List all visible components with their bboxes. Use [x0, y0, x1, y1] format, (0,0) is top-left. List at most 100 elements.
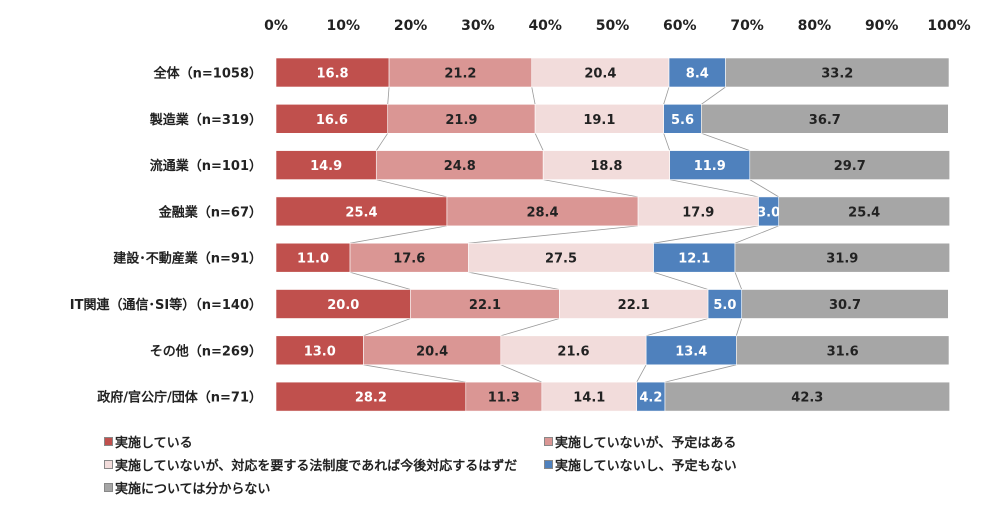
bar-value-label: 27.5	[545, 252, 577, 267]
category-label: 建設･不動産業（n=91）	[113, 251, 262, 267]
bar-value-label: 5.0	[713, 298, 736, 313]
series-connector-line	[636, 364, 647, 383]
series-connector-line	[669, 179, 759, 198]
bar-value-label: 25.4	[848, 205, 880, 220]
bar-segment	[531, 57, 670, 88]
bar-value-label: 12.1	[678, 252, 710, 267]
bar-value-label: 14.9	[310, 159, 342, 174]
series-connector-line	[663, 86, 670, 105]
bar-segment	[637, 196, 759, 227]
category-label: 金融業（n=67）	[158, 204, 262, 220]
bar-segment	[741, 289, 949, 319]
bar-segment	[778, 196, 950, 227]
series-connector-line	[349, 271, 411, 290]
category-label: 政府/官公庁/団体（n=71）	[97, 390, 262, 406]
bar-segment	[701, 104, 949, 134]
bar-segment	[534, 104, 664, 134]
bar-segment	[275, 381, 467, 412]
series-connector-line	[663, 133, 671, 151]
series-connector-lines	[349, 86, 779, 383]
legend-item: 実施している	[104, 432, 193, 451]
bar-value-label: 17.9	[682, 205, 714, 220]
series-connector-line	[543, 179, 639, 198]
bar-segment	[446, 196, 639, 227]
bar-value-label: 11.0	[297, 252, 329, 267]
series-connector-line	[387, 86, 390, 105]
bar-segment	[663, 104, 702, 134]
bar-value-label: 36.7	[809, 113, 841, 128]
x-tick-label: 30%	[461, 18, 495, 34]
bar-value-label: 14.1	[573, 391, 605, 406]
legend-item: 実施していないが、予定はある	[544, 432, 736, 451]
bar-value-label: 33.2	[821, 67, 853, 82]
series-connector-line	[531, 86, 536, 105]
bar-value-label: 42.3	[791, 391, 823, 406]
series-connector-line	[734, 225, 779, 244]
series-connector-line	[468, 271, 560, 290]
series-connector-line	[653, 225, 759, 244]
bar-segment	[541, 381, 638, 412]
series-connector-line	[500, 364, 542, 383]
bar-segment	[275, 242, 351, 273]
x-tick-label: 50%	[596, 18, 630, 34]
legend-label: 実施については分からない	[115, 482, 271, 497]
bar-segment	[664, 381, 950, 412]
bar-segment	[465, 381, 543, 412]
bar-value-label: 11.9	[694, 159, 726, 174]
bar-value-label: 20.4	[416, 344, 448, 359]
bar-segment	[749, 150, 950, 180]
bar-segment	[669, 150, 751, 180]
stacked-bar-chart: 0% 10% 20% 30% 40% 50% 60% 70% 80% 90% 100% 16.8 21…	[70, 18, 971, 412]
bar-value-label: 21.2	[444, 67, 476, 82]
bar-value-label: 13.0	[304, 344, 336, 359]
series-connector-line	[735, 318, 743, 336]
bar-value-label: 13.4	[675, 344, 707, 359]
legend-label: 実施している	[115, 436, 193, 451]
series-connector-line	[734, 272, 743, 290]
series-connector-line	[646, 318, 709, 337]
series-connector-line	[701, 132, 750, 151]
legend-label: 実施していないが、対応を要する法制度であれば今後対応するはずだ	[115, 459, 518, 474]
series-connector-line	[363, 318, 411, 337]
bar-segment	[645, 335, 737, 366]
x-tick-label: 40%	[528, 18, 562, 34]
x-tick-label: 100%	[927, 18, 970, 34]
bar-value-label: 4.2	[639, 391, 662, 406]
bar-segment	[653, 242, 736, 273]
x-tick-label: 0%	[264, 18, 288, 34]
bar-value-label: 29.7	[834, 159, 866, 174]
bar-value-label: 16.6	[316, 113, 348, 128]
bar-segments: 16.8 21.2 20.4 8.4 33.2 16.6 21.9 19.1 5.6 36.7 14…	[275, 57, 950, 412]
bar-segment	[275, 335, 364, 366]
bar-value-label: 22.1	[618, 298, 650, 313]
bar-value-label: 21.9	[445, 113, 477, 128]
series-connector-line	[376, 179, 448, 198]
category-label: IT関連（通信･SI等）（n=140）	[70, 297, 262, 313]
series-connector-line	[363, 364, 466, 383]
bar-value-label: 3.0	[757, 205, 780, 220]
category-labels: 全体（n=1058） 製造業（n=319） 流通業（n=101） 金融業（n=67） 建…	[70, 66, 262, 406]
bar-segment	[468, 242, 654, 273]
category-label: 流通業（n=101）	[150, 158, 262, 174]
bar-value-label: 28.4	[526, 205, 558, 220]
x-tick-label: 20%	[394, 18, 428, 34]
bar-value-label: 17.6	[393, 252, 425, 267]
bar-segment	[410, 289, 560, 319]
series-connector-line	[468, 225, 639, 244]
bar-segment	[668, 57, 726, 88]
series-connector-line	[375, 133, 389, 151]
bar-value-label: 24.8	[444, 159, 476, 174]
bar-segment	[387, 104, 536, 134]
bar-value-label: 20.0	[327, 298, 359, 313]
bar-segment	[725, 57, 950, 88]
series-connector-line	[749, 179, 779, 198]
bar-segment	[275, 196, 448, 227]
bar-value-label: 25.4	[345, 205, 377, 220]
x-tick-label: 90%	[865, 18, 899, 34]
bar-value-label: 19.1	[583, 113, 615, 128]
bar-value-label: 8.4	[686, 67, 709, 82]
category-label: その他（n=269）	[150, 343, 262, 359]
legend-swatch	[104, 460, 113, 469]
series-connector-line	[701, 86, 726, 105]
bar-segment	[734, 242, 950, 273]
